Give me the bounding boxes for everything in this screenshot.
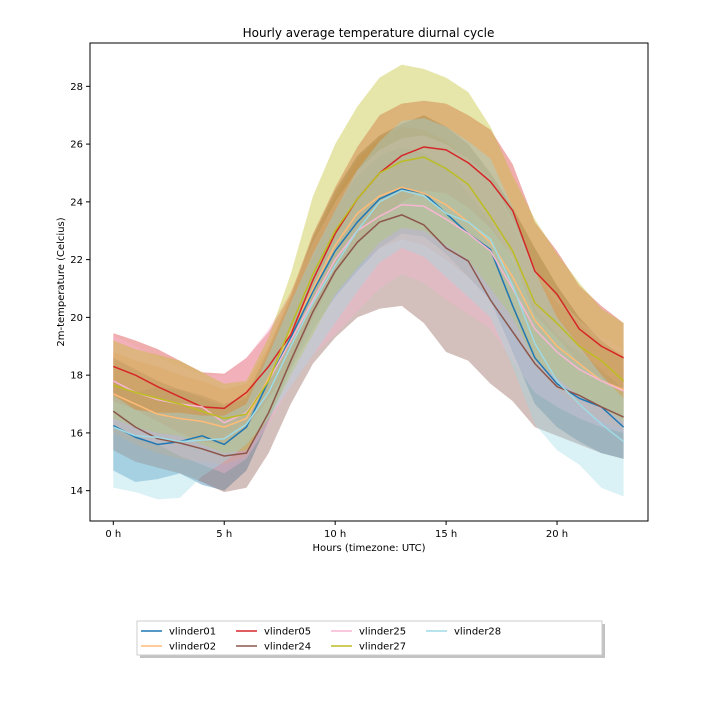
- x-tick-label: 0 h: [105, 529, 121, 540]
- x-axis-title: Hours (timezone: UTC): [312, 543, 425, 554]
- legend-label-vlinder25: vlinder25: [359, 627, 406, 638]
- x-tick-label: 5 h: [216, 529, 232, 540]
- plot-frame: [89, 42, 649, 522]
- band-vlinder27: [113, 64, 624, 454]
- y-tick-label: 26: [70, 140, 83, 151]
- y-tick-label: 22: [70, 255, 83, 266]
- confidence-bands: [113, 64, 624, 500]
- y-tick-label: 16: [70, 428, 83, 439]
- band-vlinder05: [113, 100, 624, 445]
- y-tick-label: 28: [70, 82, 83, 93]
- legend-box: [136, 620, 603, 656]
- line-vlinder24: [112, 214, 624, 457]
- mean-lines: [112, 146, 625, 457]
- x-tick-label: 10 h: [324, 529, 346, 540]
- y-tick-label: 18: [70, 371, 83, 382]
- legend-label-vlinder01: vlinder01: [169, 627, 216, 638]
- legend-label-vlinder27: vlinder27: [359, 642, 406, 653]
- legend-label-vlinder24: vlinder24: [264, 642, 311, 653]
- line-vlinder01: [112, 188, 625, 446]
- line-vlinder25: [112, 203, 624, 424]
- legend-label-vlinder05: vlinder05: [264, 627, 311, 638]
- band-vlinder24: [113, 115, 624, 493]
- line-vlinder28: [113, 189, 625, 443]
- line-vlinder27: [113, 156, 625, 420]
- band-vlinder02: [113, 126, 624, 465]
- legend-label-vlinder28: vlinder28: [454, 627, 501, 638]
- chart-title: Hourly average temperature diurnal cycle: [243, 26, 495, 40]
- x-axis: 0 h 5 h 10 h 15 h 20 h: [105, 521, 568, 540]
- x-tick-label: 15 h: [435, 529, 457, 540]
- band-vlinder01: [113, 146, 624, 491]
- legend-label-vlinder02: vlinder02: [169, 642, 216, 653]
- x-tick-label: 20 h: [546, 529, 568, 540]
- y-axis-title: 2m-temperature (Celcius): [56, 217, 67, 346]
- line-vlinder02: [112, 186, 624, 428]
- band-vlinder28: [113, 118, 624, 500]
- y-tick-label: 14: [70, 486, 83, 497]
- y-tick-label: 24: [70, 197, 83, 208]
- y-axis: 14 16 18 20 22 24 26 28: [70, 82, 90, 497]
- y-tick-label: 20: [70, 313, 83, 324]
- band-vlinder25: [113, 135, 624, 474]
- legend: vlinder01 vlinder02 vlinder05 vlinder24 vlin…: [136, 620, 605, 658]
